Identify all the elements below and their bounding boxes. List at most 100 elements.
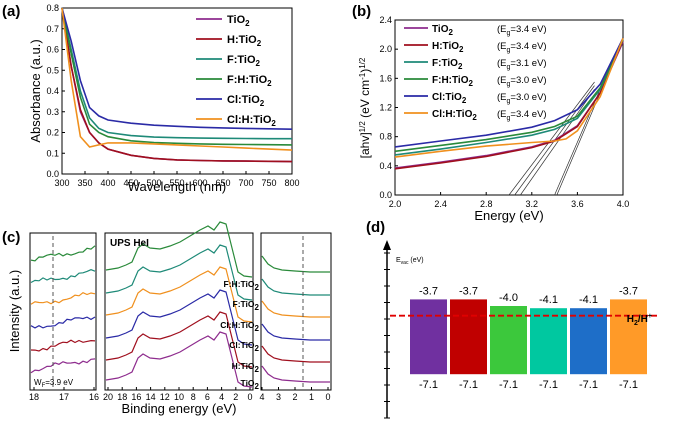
panel-c-xtick-label: 8: [191, 392, 196, 402]
panel-b-tangent-line: [520, 89, 595, 196]
panel-b-tauc-chart: 2.0 2.4 2.8 3.2 3.6 4.00.00.40.81.21.62.02.4 …: [358, 15, 629, 223]
panel-b-ytick-label: 0.0: [379, 190, 392, 200]
panel-b-ytick-label: 0.4: [379, 161, 392, 171]
panel-b-xtick-label: 3.2: [526, 199, 539, 209]
panel-d-cb-label: -3.7: [419, 285, 438, 297]
panel-a-series-line: [61, 7, 292, 140]
panel-c-xtick-label: 4: [219, 392, 224, 402]
panel-c-series-label: TiO2: [241, 378, 260, 391]
panel-d-cb-label: -4.1: [579, 294, 598, 306]
panel-c-ylabel: Intensity (a.u.): [7, 270, 22, 352]
panel-label-b: (b): [352, 3, 371, 20]
panel-a-ytick-label: 0.4: [46, 86, 59, 96]
panel-b-series-line: [394, 37, 624, 148]
panel-c-right-curve: [261, 323, 330, 341]
panel-c-left-curve: [30, 245, 96, 262]
panel-a-legend-label: F:TiO2: [227, 54, 261, 68]
panel-a-xtick-label: 550: [169, 178, 184, 188]
panel-a-absorbance-chart: 300 350 400 450 500 550 600 650 700 750 800 0.0 0.1 0…: [28, 3, 300, 194]
panel-a-series-line: [61, 7, 293, 151]
panel-d-band-bar: [570, 308, 607, 375]
panel-c-left-curve: [30, 316, 96, 329]
panel-c-series-label: Cl:H:TiO2: [220, 320, 259, 333]
panel-d-vb-label: -7.1: [619, 379, 638, 391]
panel-b-legend-label: H:TiO2: [432, 41, 464, 54]
panel-a-legend-label: F:H:TiO2: [227, 74, 272, 88]
panel-b-series-line: [394, 37, 624, 158]
panel-c-left-curve: [30, 292, 96, 305]
panel-a-ytick-label: 0.1: [46, 148, 59, 158]
panel-a-xlabel: Wavelength (nm): [128, 179, 227, 194]
panel-d-cb-label: -4.0: [499, 292, 518, 304]
panel-c-wf-label: WF=3.9 eV: [34, 378, 74, 389]
panel-label-c: (c): [2, 229, 20, 246]
panel-a-ytick-label: 0.6: [46, 45, 59, 55]
panel-c-series-label: H:TiO2: [232, 361, 260, 374]
panel-d-band-bar: [450, 299, 487, 375]
panel-c-mid-curve: [105, 331, 253, 388]
panel-a-xtick-label: 400: [100, 178, 115, 188]
panel-b-legend-gap: (Eg=3.4 eV): [497, 41, 547, 54]
panel-b-legend-label: F:TiO2: [432, 58, 463, 71]
panel-a-ytick-label: 0.7: [46, 24, 59, 34]
panel-c-mid-curve: [105, 311, 253, 368]
panel-d-vb-label: -7.1: [499, 379, 518, 391]
panel-d-band-bar: [530, 308, 567, 375]
panel-b-tangent-line: [556, 92, 601, 196]
panel-c-left-frame: [29, 232, 97, 391]
panel-b-legend-gap: (Eg=3.1 eV): [497, 58, 547, 71]
panel-b-tangent-line: [508, 81, 595, 196]
panel-a-legend-label: TiO2: [227, 14, 250, 28]
panel-label-d: (d): [366, 219, 385, 236]
panel-c-xtick-label: 18: [29, 392, 39, 402]
panel-d-vb-label: -7.1: [579, 379, 598, 391]
panel-c-right-curve: [261, 345, 330, 363]
panel-c-xtick-label: 20: [103, 392, 113, 402]
panel-b-ytick-label: 1.2: [379, 103, 392, 113]
panel-c-right-curve: [261, 300, 330, 318]
panel-b-legend-label: TiO2: [432, 24, 453, 37]
panel-a-xtick-label: 650: [215, 178, 230, 188]
panel-c-mid-curve: [105, 244, 253, 301]
panel-c-xtick-label: 10: [174, 392, 184, 402]
panel-c-xlabel: Binding energy (eV): [122, 401, 237, 416]
panel-c-title: UPS HeI: [110, 238, 149, 249]
panel-c-left-curve: [30, 269, 96, 284]
panel-b-ylabel: [ahv]1/2 (eV cm-1)1/2: [358, 57, 372, 158]
panel-d-vb-label: -7.1: [539, 379, 558, 391]
panel-d-band-diagram: Evac (eV) -3.7 -7.1 -3.7 -7.1 -4.0 -7.1 -4.1 -7…: [383, 240, 660, 419]
panel-d-axis-label: Evac (eV): [396, 257, 424, 266]
panel-b-legend-gap: (Eg=3.0 eV): [497, 92, 547, 105]
panel-b-series-line: [394, 40, 624, 170]
panel-a-xtick-label: 500: [146, 178, 161, 188]
panel-c-left-curve: [30, 339, 96, 352]
panel-d-cb-label: -4.1: [539, 294, 558, 306]
panel-c-mid-curve: [105, 221, 253, 278]
panel-d-vb-label: -7.1: [459, 379, 478, 391]
panel-a-xtick-label: 750: [261, 178, 276, 188]
panel-b-ytick-label: 0.8: [379, 132, 392, 142]
panel-b-legend-gap: (Eg=3.4 eV): [497, 24, 547, 37]
panel-d-band-bar: [490, 306, 527, 375]
panel-c-xtick-label: 18: [117, 392, 127, 402]
panel-a-xtick-label: 350: [77, 178, 92, 188]
panel-c-right-curve: [261, 255, 330, 273]
panel-b-ytick-label: 2.0: [379, 44, 392, 54]
panel-a-legend-label: Cl:H:TiO2: [227, 114, 276, 128]
panel-c-xtick-label: 6: [205, 392, 210, 402]
panel-b-series-line: [394, 39, 624, 156]
panel-c-xtick-label: 0: [247, 392, 252, 402]
panel-c-right-curve: [261, 278, 330, 296]
panel-c-ups-chart: 18 17 16 20 18 16 14 12 10 8 6 4 2 0 4 3 2 1 0 UPS HeI WF=…: [7, 221, 332, 416]
panel-c-series-label: F:TiO2: [233, 299, 260, 312]
panel-b-legend-label: Cl:H:TiO2: [432, 109, 477, 122]
panel-d-band-bar: [610, 299, 647, 375]
panel-a-xtick-label: 800: [284, 178, 299, 188]
panel-a-ylabel: Absorbance (a.u.): [28, 39, 43, 142]
panel-a-series-line: [61, 7, 293, 130]
panel-c-left-curve: [30, 358, 96, 374]
panel-b-legend-gap: (Eg=3.0 eV): [497, 75, 547, 88]
panel-d-cb-label: -3.7: [619, 285, 638, 297]
panel-b-xlabel: Energy (eV): [474, 208, 543, 223]
